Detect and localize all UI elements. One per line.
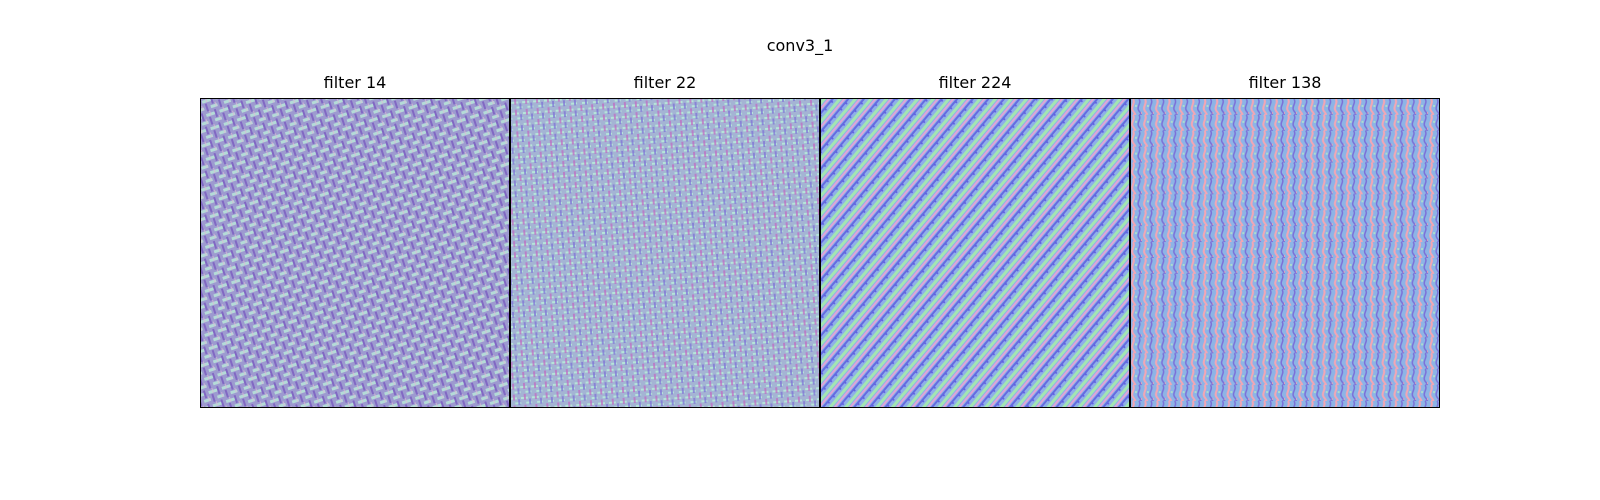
panel-title-filter-22: filter 22 [633, 73, 697, 92]
filter-visualization-image [820, 98, 1130, 408]
filter-22-texture [511, 99, 819, 407]
filter-14-texture [201, 99, 509, 407]
filter-visualization-image [510, 98, 820, 408]
filter-138-texture [1131, 99, 1439, 407]
figure-title: conv3_1 [766, 36, 834, 55]
filter-visualization-image [1130, 98, 1440, 408]
panel-title-filter-224: filter 224 [938, 73, 1012, 92]
panel-title-filter-138: filter 138 [1248, 73, 1322, 92]
filter-224-texture [821, 99, 1129, 407]
panel-title-filter-14: filter 14 [323, 73, 387, 92]
filter-visualization-image [200, 98, 510, 408]
